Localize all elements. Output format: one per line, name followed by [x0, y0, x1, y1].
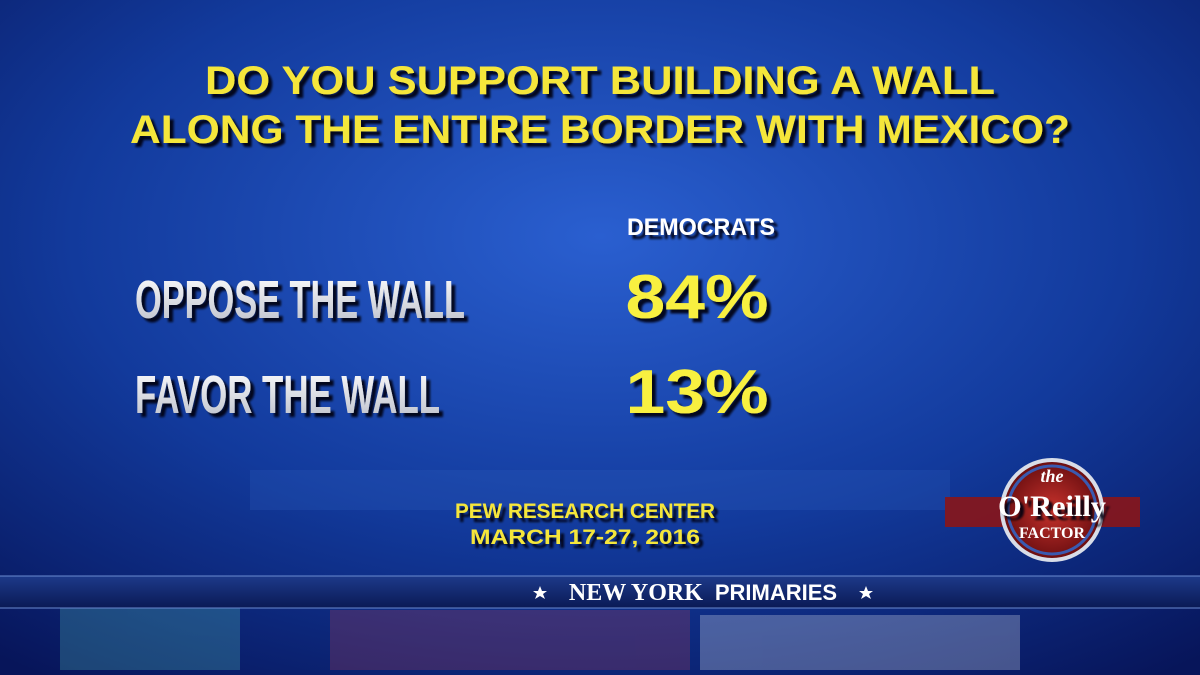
- title-line: DO YOU SUPPORT BUILDING A WALL: [205, 59, 995, 103]
- source-line: PEW RESEARCH CENTER: [455, 500, 715, 523]
- star-icon: [859, 586, 873, 599]
- show-logo: the O'Reilly FACTOR: [945, 458, 1140, 562]
- source: PEW RESEARCH CENTER MARCH 17-27, 2016: [455, 500, 715, 549]
- banner-place: NEW YORK: [569, 580, 703, 606]
- column-header: DEMOCRATS: [627, 214, 775, 241]
- title: DO YOU SUPPORT BUILDING A WALL ALONG THE…: [130, 59, 1070, 152]
- source-line: MARCH 17-27, 2016: [470, 526, 700, 549]
- row-value: 84%: [626, 263, 769, 332]
- row-label: OPPOSE THE WALL: [135, 270, 465, 330]
- row-label: FAVOR THE WALL: [135, 365, 440, 425]
- logo-text: the: [1040, 466, 1063, 486]
- banner-event: PRIMARIES: [715, 580, 837, 605]
- title-line: ALONG THE ENTIRE BORDER WITH MEXICO?: [130, 108, 1070, 152]
- table-rows: OPPOSE THE WALL 84% FAVOR THE WALL 13%: [135, 263, 769, 427]
- row-value: 13%: [626, 358, 769, 427]
- banner-text: NEW YORK PRIMARIES: [569, 580, 837, 606]
- star-icon: [533, 586, 547, 599]
- background-tiles: [60, 470, 1020, 670]
- banner: [0, 576, 1200, 608]
- logo-text: FACTOR: [1019, 525, 1086, 542]
- logo-text: O'Reilly: [998, 490, 1106, 523]
